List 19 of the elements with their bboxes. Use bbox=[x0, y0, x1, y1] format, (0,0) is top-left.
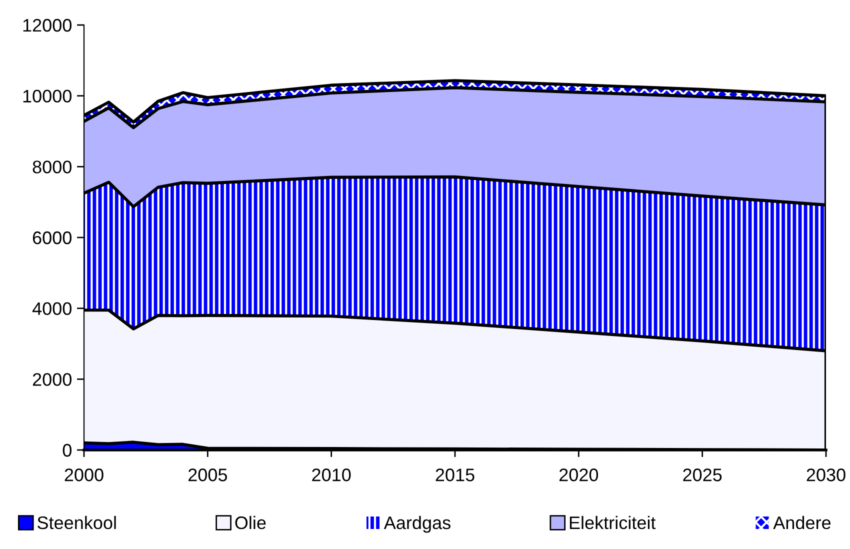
x-tick-label: 2020 bbox=[559, 468, 598, 482]
y-tick-label: 0 bbox=[62, 444, 72, 457]
x-tick-label: 2010 bbox=[312, 468, 351, 482]
legend-label: Elektriciteit bbox=[570, 516, 656, 530]
x-tick-label: 2005 bbox=[188, 468, 227, 482]
y-tick-label: 10000 bbox=[23, 90, 72, 103]
legend-label: Steenkool bbox=[38, 516, 116, 530]
x-tick-label: 2025 bbox=[683, 468, 722, 482]
x-tick-label: 2030 bbox=[806, 468, 846, 482]
y-tick-label: 8000 bbox=[32, 160, 72, 174]
y-tick-label: 2000 bbox=[32, 373, 72, 386]
x-tick-label: 2015 bbox=[436, 468, 474, 482]
y-tick-label: 4000 bbox=[32, 302, 72, 316]
x-tick-label: 2000 bbox=[64, 468, 104, 482]
legend-label: Olie bbox=[235, 516, 266, 530]
y-tick-label: 12000 bbox=[23, 18, 72, 32]
legend-label: Andere bbox=[773, 516, 831, 530]
y-tick-label: 6000 bbox=[32, 231, 72, 244]
legend-label: Aardgas bbox=[384, 516, 450, 533]
